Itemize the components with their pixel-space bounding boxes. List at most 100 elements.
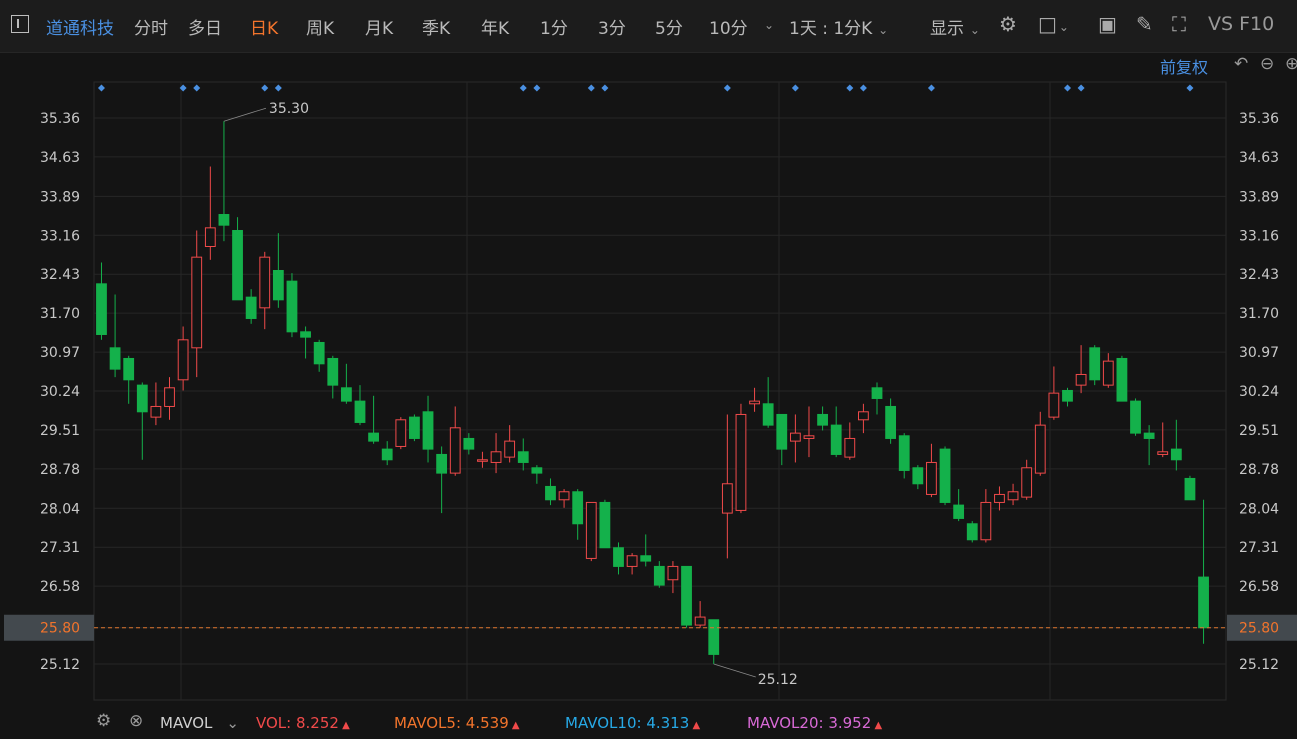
event-marker-14[interactable] — [1063, 84, 1071, 92]
zoom-in-icon[interactable]: ⊕ — [1285, 54, 1297, 74]
period-tab-10[interactable]: 10分 — [709, 14, 748, 39]
right-tick-11: 27.31 — [1239, 540, 1279, 556]
event-marker-6[interactable] — [533, 84, 541, 92]
candle-79 — [1170, 419, 1182, 471]
undo-icon[interactable]: ↶ — [1234, 54, 1249, 74]
period-tab-8[interactable]: 3分 — [598, 19, 626, 39]
candle-0 — [96, 262, 107, 340]
event-marker-1[interactable] — [179, 84, 187, 92]
left-tick-4: 32.43 — [40, 267, 80, 283]
candle-body — [395, 419, 407, 447]
candle-35 — [572, 489, 584, 540]
candle-body — [1021, 467, 1033, 498]
candle-body — [1198, 576, 1209, 629]
camera-icon[interactable]: ▣ — [1098, 12, 1117, 36]
period-tab-1[interactable]: 多日 — [188, 19, 222, 39]
event-marker-11[interactable] — [846, 84, 854, 92]
event-marker-15[interactable] — [1077, 84, 1085, 92]
candle-body — [245, 296, 257, 319]
vs-f10-button[interactable]: VS F10 — [1208, 13, 1275, 35]
event-marker-0[interactable] — [97, 84, 105, 92]
right-tick-7: 30.24 — [1239, 384, 1279, 400]
candlestick-chart[interactable]: 35.36 34.63 33.89 33.16 32.43 31.70 30.97 30.24… — [0, 0, 1297, 704]
period-tab-9[interactable]: 5分 — [655, 19, 683, 39]
event-marker-12[interactable] — [859, 84, 867, 92]
candle-66 — [994, 486, 1005, 511]
candle-36 — [585, 501, 597, 562]
period-tab-6[interactable]: 年K — [481, 19, 510, 39]
candle-body — [613, 547, 624, 567]
right-tick-0: 35.36 — [1239, 111, 1279, 127]
indicator-select[interactable]: MAVOL ⌄ — [160, 714, 239, 732]
gear-icon[interactable]: ⚙ — [999, 12, 1017, 36]
candle-body — [898, 435, 910, 471]
candle-46 — [721, 414, 733, 559]
candle-body — [1102, 360, 1114, 386]
period-tab-3[interactable]: 周K — [306, 19, 335, 39]
event-marker-8[interactable] — [601, 84, 609, 92]
right-tick-2: 33.89 — [1239, 189, 1279, 205]
fullscreen-icon[interactable]: ⛶ — [1172, 12, 1186, 36]
zoom-out-icon[interactable]: ⊖ — [1260, 54, 1275, 74]
up-arrow-icon: ▲ — [338, 720, 350, 731]
candle-72 — [1075, 345, 1087, 394]
candle-20 — [368, 395, 379, 444]
display-select[interactable]: 显示 ⌄ — [930, 14, 980, 39]
right-tick-4: 32.43 — [1239, 267, 1279, 283]
candle-body — [381, 448, 393, 461]
left-tick-9: 28.78 — [40, 462, 80, 478]
chevron-down-icon: ⌄ — [874, 23, 889, 37]
event-marker-2[interactable] — [193, 84, 201, 92]
event-marker-13[interactable] — [927, 84, 935, 92]
candle-26 — [449, 406, 461, 476]
event-marker-16[interactable] — [1186, 84, 1194, 92]
candle-body — [368, 432, 379, 442]
more-periods-button[interactable]: ⌄ — [762, 14, 774, 34]
candle-body — [150, 405, 162, 418]
left-price-axis: 35.36 34.63 33.89 33.16 32.43 31.70 30.97 30.24… — [40, 111, 80, 673]
event-marker-4[interactable] — [274, 84, 282, 92]
interval-select[interactable]: 1天 : 1分K ⌄ — [789, 14, 888, 39]
candle-81 — [1198, 499, 1209, 644]
candle-38 — [613, 542, 624, 575]
period-tab-7[interactable]: 1分 — [540, 19, 568, 39]
period-tab-0[interactable]: 分时 — [134, 19, 168, 39]
high-leader-line — [223, 107, 267, 122]
left-tick-11: 27.31 — [40, 540, 80, 556]
candle-body — [939, 448, 951, 503]
period-tab-5[interactable]: 季K — [422, 19, 451, 39]
indicator-bar: ⚙ ⊗ MAVOL ⌄ VOL: 8.252 ▲ MAVOL5: 4.539 ▲ … — [0, 704, 1297, 739]
event-marker-5[interactable] — [519, 84, 527, 92]
period-tab-4[interactable]: 月K — [365, 19, 394, 39]
chevron-down-icon: ⌄ — [1058, 20, 1069, 34]
panel-toggle-icon[interactable] — [11, 15, 29, 33]
candle-37 — [599, 499, 611, 549]
candle-body — [912, 467, 924, 485]
left-tick-1: 34.63 — [40, 150, 80, 166]
low-leader-line — [713, 663, 756, 678]
close-icon[interactable]: ⊗ — [129, 711, 144, 731]
candle-body — [1089, 347, 1101, 381]
period-tab-2[interactable]: 日K — [250, 19, 279, 39]
up-arrow-icon: ▲ — [871, 720, 883, 731]
event-marker-3[interactable] — [261, 84, 269, 92]
candle-body — [340, 387, 352, 402]
gear-icon[interactable]: ⚙ — [96, 711, 112, 731]
event-markers[interactable] — [97, 84, 1194, 92]
up-arrow-icon: ▲ — [689, 720, 701, 731]
adjust-select[interactable]: 前复权 — [1160, 58, 1209, 77]
stock-name[interactable]: 道通科技 — [46, 19, 114, 39]
event-marker-9[interactable] — [723, 84, 731, 92]
candle-7 — [191, 230, 203, 378]
candle-32 — [531, 465, 543, 484]
candle-67 — [1007, 483, 1019, 506]
shape-select-icon[interactable]: □ ⌄ — [1038, 12, 1069, 36]
event-marker-10[interactable] — [791, 84, 799, 92]
candle-3 — [136, 382, 148, 460]
vol-value: 8.252 — [296, 714, 339, 732]
candle-39 — [626, 553, 638, 575]
high-price-label: 35.30 — [269, 101, 309, 117]
candle-body — [422, 411, 434, 450]
event-marker-7[interactable] — [587, 84, 595, 92]
pencil-icon[interactable]: ✎ — [1136, 12, 1153, 36]
